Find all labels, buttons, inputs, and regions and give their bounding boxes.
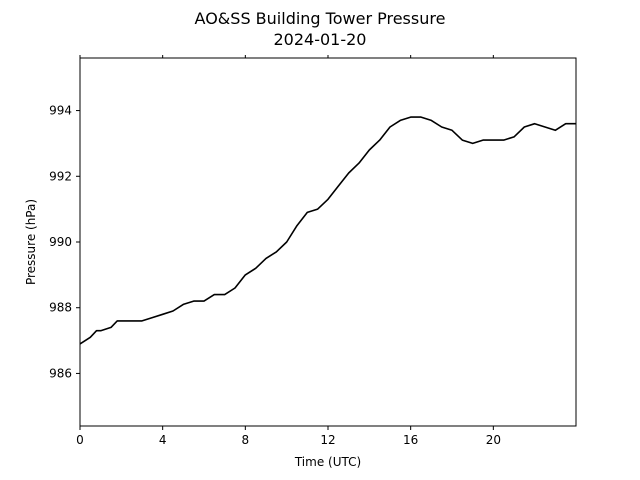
x-tick-label: 4 — [159, 433, 167, 447]
x-axis-ticks: 0 4 8 12 16 20 — [76, 55, 501, 447]
x-tick-label: 12 — [320, 433, 335, 447]
y-tick-label: 994 — [49, 104, 72, 118]
plot-area — [79, 116, 576, 345]
chart-subtitle: 2024-01-20 — [274, 30, 367, 49]
y-tick-label: 986 — [49, 366, 72, 380]
axes-frame — [79, 57, 577, 427]
x-tick-label: 16 — [403, 433, 418, 447]
y-tick-label: 992 — [49, 169, 72, 183]
y-axis-ticks: 986 988 990 992 994 — [49, 104, 80, 380]
x-tick-label: 20 — [486, 433, 501, 447]
x-tick-label: 0 — [76, 433, 84, 447]
pressure-series-line-0 — [79, 116, 576, 345]
y-tick-label: 990 — [49, 235, 72, 249]
x-tick-label: 8 — [242, 433, 250, 447]
y-axis-label: Pressure (hPa) — [24, 199, 38, 285]
y-tick-label: 988 — [49, 301, 72, 315]
x-axis-label: Time (UTC) — [294, 455, 361, 469]
chart-title: AO&SS Building Tower Pressure — [195, 9, 446, 28]
